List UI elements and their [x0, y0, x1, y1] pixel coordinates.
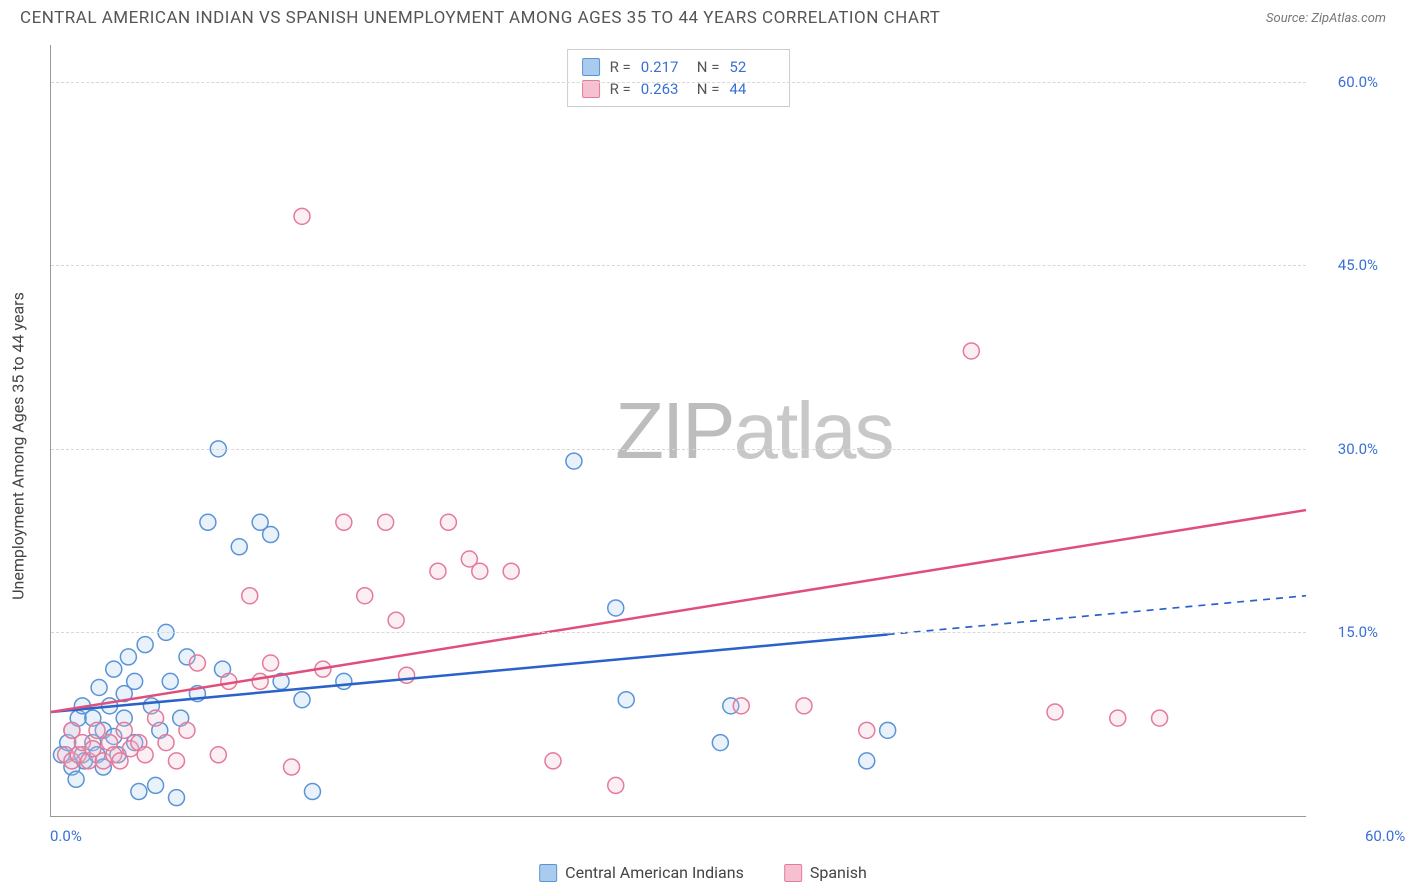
data-point [336, 514, 352, 530]
legend-label: Central American Indians [565, 863, 744, 882]
data-point [294, 208, 310, 224]
data-point [169, 790, 185, 806]
stat-n-value: 52 [729, 58, 775, 76]
data-point [618, 692, 634, 708]
data-point [712, 735, 728, 751]
data-point [252, 673, 268, 689]
data-point [796, 698, 812, 714]
stat-n-label: N = [697, 58, 720, 76]
chart-container: ZIPatlas R =0.217N =52R =0.263N =44 15.0… [50, 45, 1386, 847]
data-point [880, 722, 896, 738]
data-point [1047, 704, 1063, 720]
data-point [1110, 710, 1126, 726]
data-point [131, 784, 147, 800]
data-point [263, 527, 279, 543]
bottom-legend: Central American Indians Spanish [539, 863, 867, 882]
plot-area: ZIPatlas R =0.217N =52R =0.263N =44 [50, 45, 1306, 817]
data-point [388, 612, 404, 628]
trend-line [51, 634, 888, 712]
data-point [859, 753, 875, 769]
data-point [399, 667, 415, 683]
stats-row: R = 0.217 N = 52 [582, 56, 776, 78]
data-point [231, 539, 247, 555]
data-point [242, 588, 258, 604]
data-point [263, 655, 279, 671]
data-point [127, 673, 143, 689]
data-point [304, 784, 320, 800]
scatter-svg [51, 45, 1306, 816]
data-point [116, 722, 132, 738]
y-tick-label: 15.0% [1318, 623, 1378, 641]
legend-label: Spanish [810, 863, 867, 882]
data-point [120, 649, 136, 665]
stat-r-label: R = [610, 58, 631, 76]
x-tick-label: 60.0% [1365, 827, 1405, 845]
data-point [440, 514, 456, 530]
data-point [148, 710, 164, 726]
data-point [169, 753, 185, 769]
legend-item-spanish: Spanish [784, 863, 867, 882]
legend-swatch-icon [539, 864, 557, 882]
data-point [294, 692, 310, 708]
data-point [336, 673, 352, 689]
data-point [430, 563, 446, 579]
data-point [68, 771, 84, 787]
data-point [137, 747, 153, 763]
y-axis-title: Unemployment Among Ages 35 to 44 years [9, 292, 28, 600]
data-point [608, 777, 624, 793]
data-point [378, 514, 394, 530]
data-point [91, 680, 107, 696]
data-point [472, 563, 488, 579]
gridline [51, 632, 1306, 633]
data-point [284, 759, 300, 775]
x-tick-label: 0.0% [50, 827, 82, 845]
data-point [963, 343, 979, 359]
gridline [51, 265, 1306, 266]
stats-legend-box: R =0.217N =52R =0.263N =44 [567, 49, 791, 107]
data-point [859, 722, 875, 738]
stats-swatch-icon [582, 58, 600, 76]
data-point [162, 673, 178, 689]
gridline [51, 82, 1306, 83]
source-label: Source: ZipAtlas.com [1266, 11, 1386, 26]
data-point [200, 514, 216, 530]
data-point [137, 637, 153, 653]
chart-title: CENTRAL AMERICAN INDIAN VS SPANISH UNEMP… [20, 8, 940, 28]
data-point [89, 722, 105, 738]
data-point [158, 735, 174, 751]
data-point [566, 453, 582, 469]
data-point [503, 563, 519, 579]
y-tick-label: 45.0% [1318, 256, 1378, 274]
gridline [51, 449, 1306, 450]
data-point [733, 698, 749, 714]
legend-item-central-american: Central American Indians [539, 863, 744, 882]
y-tick-label: 30.0% [1318, 440, 1378, 458]
trend-line-dashed [888, 596, 1306, 635]
y-tick-label: 60.0% [1318, 73, 1378, 91]
stat-r-value: 0.217 [641, 58, 687, 76]
data-point [148, 777, 164, 793]
data-point [357, 588, 373, 604]
data-point [608, 600, 624, 616]
data-point [179, 722, 195, 738]
data-point [210, 747, 226, 763]
data-point [545, 753, 561, 769]
data-point [189, 655, 205, 671]
legend-swatch-icon [784, 864, 802, 882]
data-point [106, 661, 122, 677]
data-point [1152, 710, 1168, 726]
